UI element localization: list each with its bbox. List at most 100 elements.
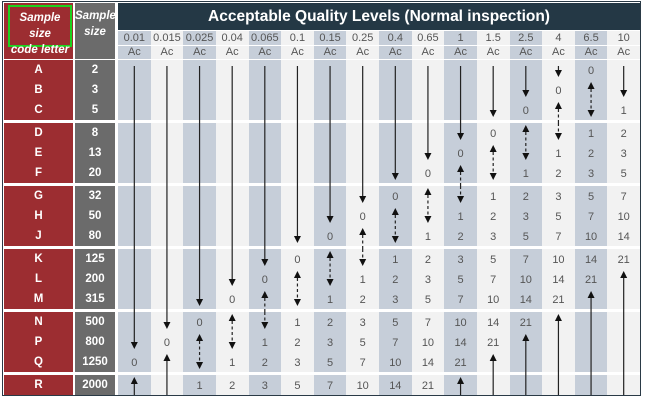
acceptance-number: 1 xyxy=(392,254,398,266)
aql-level-header: 0.15 xyxy=(313,31,347,45)
code-letter: D xyxy=(34,127,43,139)
acceptance-number: 3 xyxy=(425,274,431,286)
acceptance-number: 2 xyxy=(262,357,268,369)
acceptance-number: 10 xyxy=(422,337,434,349)
code-letter-group xyxy=(4,249,73,309)
acceptance-number: 1 xyxy=(523,168,529,180)
sample-size-group xyxy=(75,312,115,372)
acceptance-number: 0 xyxy=(262,274,268,286)
acceptance-number: 3 xyxy=(392,294,398,306)
acceptance-number: 2 xyxy=(294,337,300,349)
aql-column-band xyxy=(509,186,543,246)
aql-column-band xyxy=(411,312,445,372)
code-letter: L xyxy=(34,273,43,285)
sample-size-group xyxy=(75,375,115,395)
ac-label: Ac xyxy=(346,46,379,59)
sample-size: 2 xyxy=(91,64,99,76)
acceptance-number: 10 xyxy=(389,357,401,369)
acceptance-number: 0 xyxy=(392,191,398,203)
sample-size: 32 xyxy=(88,190,102,202)
code-letter-header-cell xyxy=(4,3,73,59)
acceptance-number: 21 xyxy=(487,337,499,349)
code-letter-group xyxy=(4,60,73,120)
aql-level-header: 0.1 xyxy=(281,31,314,45)
arrow-up-icon xyxy=(130,377,138,384)
aql-column-band xyxy=(379,375,412,395)
aql-column-band xyxy=(444,312,477,372)
acceptance-number: 2 xyxy=(523,191,529,203)
acceptance-number: 21 xyxy=(422,380,434,392)
arrow-down-icon xyxy=(424,216,432,223)
acceptance-number: 5 xyxy=(294,380,300,392)
arrow-up-icon xyxy=(587,291,595,298)
acceptance-number: 2 xyxy=(458,231,464,243)
sample-size: 5 xyxy=(91,104,99,116)
code-letter: F xyxy=(34,167,43,179)
acceptance-number: 0 xyxy=(588,65,594,77)
sample-size-header: Sample size xyxy=(75,8,116,40)
sample-size-group xyxy=(75,123,115,183)
arrow-down-icon xyxy=(587,110,595,117)
code-letter: K xyxy=(34,253,43,265)
arrow-up-icon xyxy=(163,354,171,361)
arrow-down-icon xyxy=(424,153,432,160)
acceptance-number: 7 xyxy=(555,231,561,243)
aql-level-header: 0.65 xyxy=(411,31,445,45)
acceptance-number: 5 xyxy=(425,294,431,306)
arrow-down-icon xyxy=(489,173,497,180)
arrow-down-icon xyxy=(228,279,236,286)
sample-size-header-line2: size xyxy=(84,26,106,38)
code-letter-header-line2: code letter xyxy=(10,44,70,56)
acceptance-number: 14 xyxy=(454,337,466,349)
ac-label: Ac xyxy=(476,46,510,59)
ac-label: Ac xyxy=(574,46,608,59)
arrow-up-icon xyxy=(228,314,236,321)
acceptance-number: 3 xyxy=(327,337,333,349)
acceptance-number: 10 xyxy=(487,294,499,306)
ac-label: Ac xyxy=(118,46,151,59)
aql-level-header: 4 xyxy=(542,31,575,45)
aql-level-header: 0.01 xyxy=(118,31,151,45)
aql-level-header: 0.4 xyxy=(379,31,412,45)
acceptance-number: 5 xyxy=(360,337,366,349)
aql-column-band xyxy=(281,312,314,372)
arrow-down-icon xyxy=(130,342,138,349)
acceptance-number: 1 xyxy=(425,231,431,243)
acceptance-number: 14 xyxy=(389,380,401,392)
code-letter-header: Sample size code letter xyxy=(8,5,72,56)
ac-label: Ac xyxy=(313,46,347,59)
ac-label: Ac xyxy=(607,46,640,59)
acceptance-number: 0 xyxy=(131,357,137,369)
aql-level-header: 0.015 xyxy=(150,31,184,45)
acceptance-number: 0 xyxy=(458,148,464,160)
acceptance-number: 1 xyxy=(327,294,333,306)
acceptance-number: 0 xyxy=(425,168,431,180)
arrow-up-icon xyxy=(359,228,367,235)
acceptance-number: 7 xyxy=(458,294,464,306)
aql-column-band xyxy=(346,312,379,372)
ac-label: Ac xyxy=(281,46,314,59)
aql-level-header: 10 xyxy=(607,31,640,45)
aql-level-header: 0.025 xyxy=(183,31,216,45)
acceptance-number: 2 xyxy=(425,254,431,266)
acceptance-number: 0 xyxy=(523,105,529,117)
arrow-down-icon xyxy=(489,110,497,117)
arrow-up-icon xyxy=(391,208,399,215)
aql-column-band xyxy=(542,249,575,309)
acceptance-number: 3 xyxy=(555,191,561,203)
arrow-down-icon xyxy=(326,279,334,286)
sample-size: 500 xyxy=(85,316,105,328)
aql-column-band xyxy=(542,186,575,246)
aql-column-band xyxy=(313,375,347,395)
aql-column-band xyxy=(346,375,379,395)
acceptance-number: 10 xyxy=(454,317,466,329)
acceptance-number: 2 xyxy=(229,380,235,392)
code-letter: E xyxy=(34,147,43,159)
arrow-up-icon xyxy=(522,334,530,341)
arrow-up-icon xyxy=(620,271,628,278)
aql-column-band xyxy=(574,123,608,183)
ac-label: Ac xyxy=(379,46,412,59)
sample-size: 315 xyxy=(85,293,105,305)
aql-column-band xyxy=(248,375,282,395)
sample-size: 200 xyxy=(85,273,105,285)
